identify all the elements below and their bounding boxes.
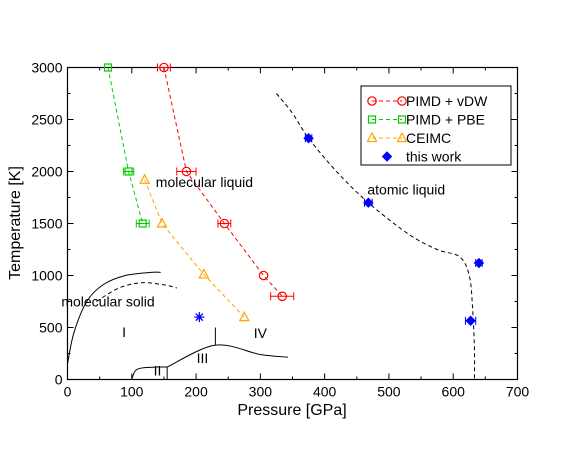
legend-box bbox=[360, 85, 512, 166]
series-0 bbox=[157, 62, 295, 302]
series-line bbox=[107, 67, 144, 224]
data-point bbox=[303, 133, 314, 144]
data-point bbox=[473, 257, 485, 269]
legend-label: CEIMC bbox=[406, 130, 451, 146]
data-point bbox=[238, 310, 250, 322]
y-tick-label: 500 bbox=[39, 320, 63, 336]
y-axis-title: Temperature [K] bbox=[7, 166, 24, 280]
legend-marker bbox=[367, 115, 377, 124]
legend-entry: PIMD + PBE bbox=[367, 112, 485, 128]
data-point bbox=[258, 270, 269, 281]
y-tick-label: 3000 bbox=[31, 60, 62, 76]
phase-boundary-line bbox=[131, 366, 168, 380]
series-2 bbox=[139, 173, 250, 322]
x-tick-label: 200 bbox=[184, 384, 208, 400]
x-tick-label: 100 bbox=[120, 384, 144, 400]
data-point bbox=[156, 217, 168, 228]
region-label: atomic liquid bbox=[367, 181, 445, 197]
data-point bbox=[198, 268, 210, 279]
legend-label: PIMD + PBE bbox=[406, 112, 485, 128]
data-point bbox=[124, 167, 133, 176]
legend-marker bbox=[397, 96, 407, 106]
phase-boundary-line bbox=[67, 271, 161, 365]
legend-entry: this work bbox=[381, 149, 462, 165]
series-1 bbox=[103, 63, 150, 228]
data-point bbox=[139, 173, 151, 184]
tick-labels: 0 100 200 300 400 500 600 700 0 500 1000 1500 2000 25… bbox=[31, 60, 529, 400]
series-3 bbox=[303, 133, 485, 326]
region-label: molecular solid bbox=[61, 294, 154, 310]
region-label: molecular liquid bbox=[156, 174, 253, 190]
legend-marker bbox=[381, 151, 393, 162]
region-labels: molecular liquid atomic liquid molecular s… bbox=[61, 174, 445, 378]
data-point bbox=[103, 63, 113, 72]
data-point bbox=[181, 166, 192, 177]
y-tick-label: 2000 bbox=[31, 164, 62, 180]
data-point bbox=[465, 315, 476, 326]
x-axis-title: Pressure [GPa] bbox=[237, 402, 346, 419]
x-tick-label: 0 bbox=[64, 384, 72, 400]
x-tick-label: 500 bbox=[377, 384, 401, 400]
data-point bbox=[219, 218, 230, 229]
data-point bbox=[138, 219, 147, 228]
legend-entry: PIMD + vDW bbox=[367, 93, 488, 109]
legend-marker bbox=[396, 131, 408, 143]
y-tick-label: 1000 bbox=[31, 268, 62, 284]
region-label: II bbox=[154, 362, 162, 378]
axis-ticks bbox=[67, 67, 518, 380]
legend-marker bbox=[397, 115, 407, 124]
phase-boundary-line bbox=[96, 282, 177, 302]
legend-label: PIMD + vDW bbox=[406, 93, 488, 109]
data-point bbox=[159, 62, 169, 73]
legend-entry: CEIMC bbox=[366, 130, 451, 146]
legend-marker bbox=[366, 131, 378, 143]
x-tick-label: 600 bbox=[442, 384, 466, 400]
legend-label: this work bbox=[406, 149, 462, 165]
x-tick-label: 400 bbox=[313, 384, 337, 400]
y-tick-label: 2500 bbox=[31, 112, 62, 128]
legend-marker bbox=[367, 96, 377, 106]
x-tick-label: 700 bbox=[506, 384, 530, 400]
legend: PIMD + vDW PIMD + PBE CEIMC this work bbox=[360, 85, 512, 166]
region-label: III bbox=[197, 350, 209, 366]
data-point-extra bbox=[194, 312, 205, 323]
region-label: IV bbox=[254, 325, 268, 341]
region-label: I bbox=[122, 324, 126, 340]
y-tick-label: 0 bbox=[55, 372, 63, 388]
series-line bbox=[144, 179, 245, 318]
data-point bbox=[363, 197, 374, 208]
x-tick-label: 300 bbox=[249, 384, 273, 400]
data-point bbox=[277, 291, 288, 302]
series-layer bbox=[103, 62, 485, 326]
phase-boundary-line bbox=[166, 344, 289, 368]
y-tick-label: 1500 bbox=[31, 216, 62, 232]
